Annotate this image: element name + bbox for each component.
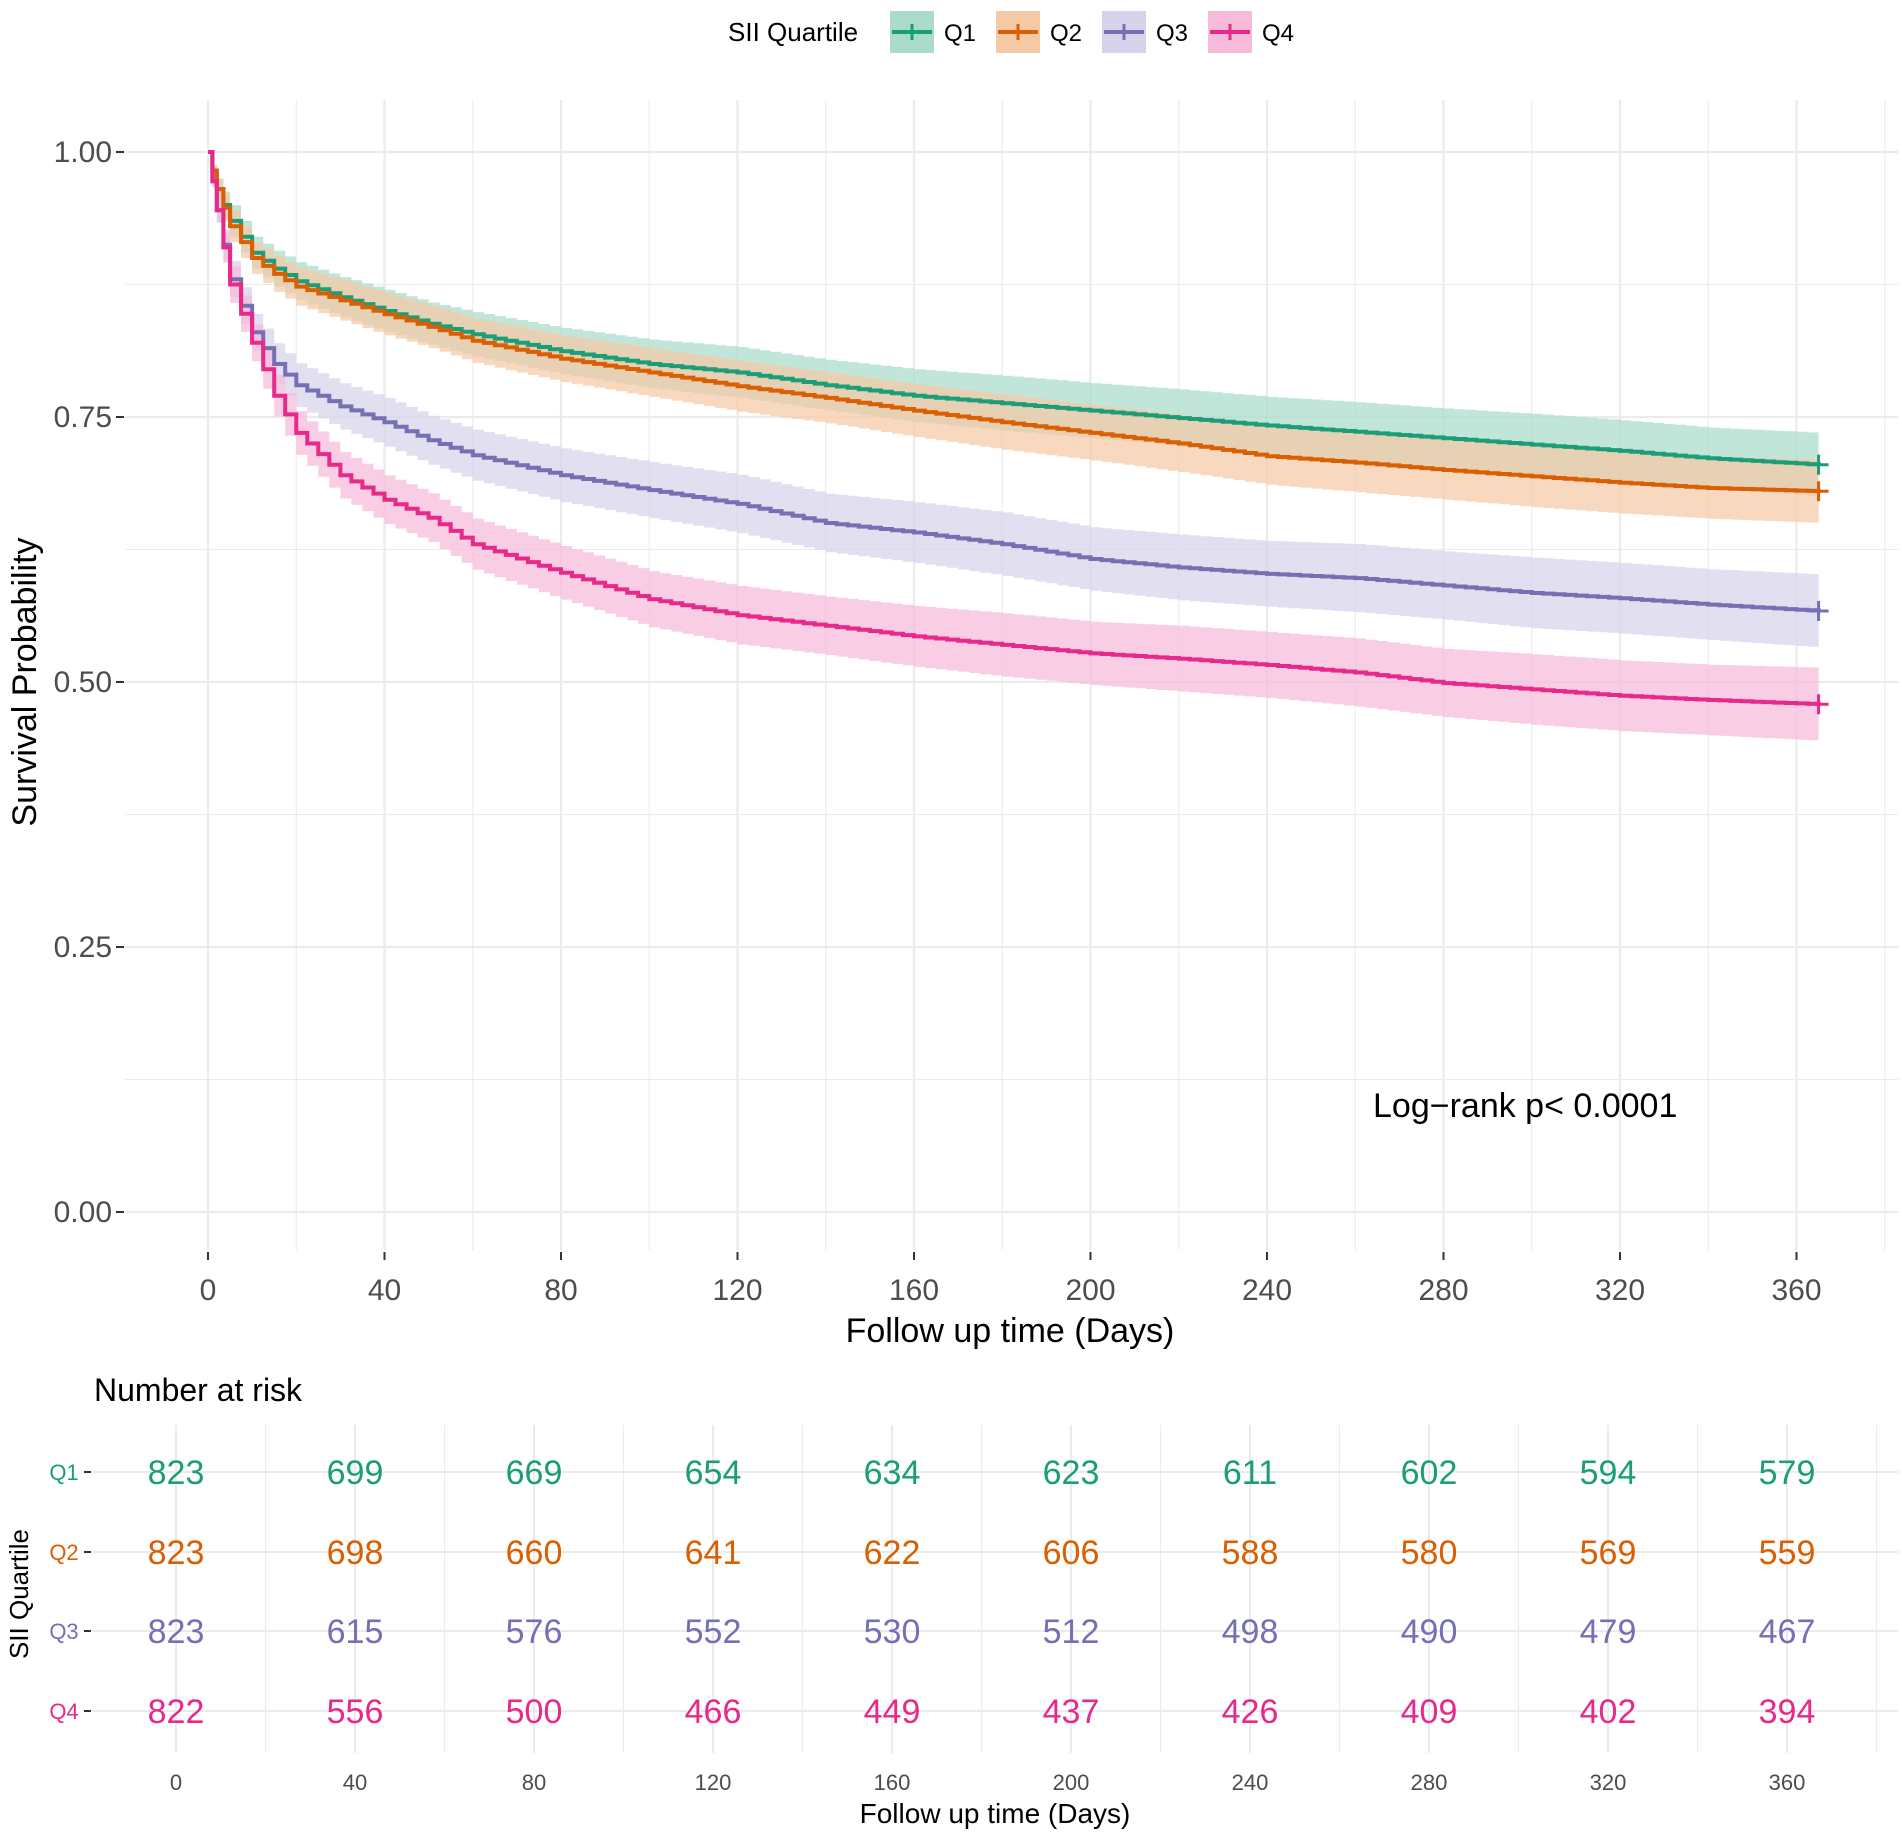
risk-cell: 602 [1401,1454,1458,1492]
risk-table-y-label: SII Quartile [4,1529,34,1659]
risk-cell: 556 [327,1693,384,1731]
legend-title: SII Quartile [728,17,858,47]
survival-curve-q1 [208,150,1821,467]
risk-cell: 615 [327,1613,384,1651]
risk-cell: 606 [1043,1534,1100,1572]
risk-cell: 552 [685,1613,742,1651]
risk-cell: 660 [506,1534,563,1572]
legend-label-q4: Q4 [1262,20,1294,47]
risk-cell: 823 [148,1613,205,1651]
risk-cell: 699 [327,1454,384,1492]
risk-cell: 669 [506,1454,563,1492]
risk-cell: 634 [864,1454,921,1492]
risk-table-grid [92,1425,1898,1753]
risk-cell: 654 [685,1454,742,1492]
x-tick-label: 320 [1595,1274,1645,1307]
risk-x-tick-label: 240 [1232,1770,1269,1795]
risk-table-title: Number at risk [94,1372,303,1408]
risk-cell: 623 [1043,1454,1100,1492]
risk-cell: 498 [1222,1613,1279,1651]
risk-x-tick-label: 200 [1053,1770,1090,1795]
risk-cell: 530 [864,1613,921,1651]
risk-cell: 569 [1580,1534,1637,1572]
risk-row-label-q3: Q3 [49,1619,78,1644]
risk-x-tick-label: 0 [170,1770,182,1795]
risk-cell: 559 [1759,1534,1816,1572]
risk-cell: 698 [327,1534,384,1572]
risk-cell: 449 [864,1693,921,1731]
survival-curve-q3 [208,150,1821,613]
risk-cell: 641 [685,1534,742,1572]
x-tick-label: 240 [1242,1274,1292,1307]
y-tick-label: 0.50 [54,666,112,699]
risk-cell: 512 [1043,1613,1100,1651]
x-tick-label: 280 [1418,1274,1468,1307]
confidence-band-q4 [208,152,1819,741]
y-tick-label: 0.25 [54,931,112,964]
risk-x-tick-label: 280 [1411,1770,1448,1795]
risk-cell: 409 [1401,1693,1458,1731]
risk-cell: 466 [685,1693,742,1731]
risk-cell: 588 [1222,1534,1279,1572]
risk-cell: 479 [1580,1613,1637,1651]
risk-table: Number at risk 823 699 669 654 634 623 611 602 5… [4,1372,1898,1829]
risk-cell: 622 [864,1534,921,1572]
risk-x-tick-label: 80 [522,1770,546,1795]
y-tick-label: 1.00 [54,136,112,169]
risk-cell: 580 [1401,1534,1458,1572]
risk-cell: 594 [1580,1454,1637,1492]
risk-x-tick-label: 40 [343,1770,367,1795]
x-tick-label: 120 [712,1274,762,1307]
legend-label-q3: Q3 [1156,20,1188,47]
risk-x-tick-label: 320 [1590,1770,1627,1795]
legend-label-q2: Q2 [1050,20,1082,47]
risk-table-row-labels: Q1 Q2 Q3 Q4 [49,1460,91,1724]
risk-cell: 426 [1222,1693,1279,1731]
survival-plot: 0.00 0.25 0.50 0.75 1.00 0 40 80 120 160 200 240 28… [6,100,1898,1350]
x-tick-label: 80 [544,1274,577,1307]
confidence-band-q3 [208,152,1819,648]
legend-label-q1: Q1 [944,20,976,47]
risk-cell: 576 [506,1613,563,1651]
risk-cell: 823 [148,1454,205,1492]
risk-x-tick-label: 120 [695,1770,732,1795]
x-tick-label: 40 [368,1274,401,1307]
y-tick-label: 0.00 [54,1196,112,1229]
survival-curves [208,150,1829,715]
risk-cell: 579 [1759,1454,1816,1492]
y-axis: 0.00 0.25 0.50 0.75 1.00 [54,136,124,1229]
risk-cell: 822 [148,1693,205,1731]
x-tick-label: 360 [1771,1274,1821,1307]
risk-cell: 611 [1223,1454,1277,1492]
risk-row-label-q4: Q4 [49,1699,78,1724]
x-tick-label: 0 [200,1274,217,1307]
x-axis-label: Follow up time (Days) [846,1312,1175,1350]
survival-curve-q2 [208,150,1821,493]
risk-cell: 394 [1759,1693,1816,1731]
survival-curve-q4 [208,150,1821,706]
x-tick-label: 200 [1065,1274,1115,1307]
risk-cell: 467 [1759,1613,1816,1651]
risk-row-label-q2: Q2 [49,1540,78,1565]
risk-cell: 437 [1043,1693,1100,1731]
risk-table-x-label: Follow up time (Days) [860,1798,1131,1829]
risk-cell: 490 [1401,1613,1458,1651]
y-tick-label: 0.75 [54,401,112,434]
y-axis-label: Survival Probability [6,537,44,826]
x-tick-label: 160 [889,1274,939,1307]
log-rank-annotation: Log−rank p< 0.0001 [1373,1087,1677,1125]
risk-cell: 500 [506,1693,563,1731]
risk-row-label-q1: Q1 [49,1460,78,1485]
risk-table-cells: 823 699 669 654 634 623 611 602 594 579 823 698 660 6… [148,1454,1816,1731]
risk-x-tick-label: 160 [874,1770,911,1795]
risk-cell: 823 [148,1534,205,1572]
x-axis: 0 40 80 120 160 200 240 280 320 360 [200,1252,1822,1307]
risk-table-x-axis: 0 40 80 120 160 200 240 280 320 360 [170,1770,1805,1795]
legend: SII Quartile Q1 Q2 Q3 Q4 [728,11,1294,53]
confidence-band-q1 [208,152,1819,497]
risk-cell: 402 [1580,1693,1637,1731]
risk-x-tick-label: 360 [1769,1770,1806,1795]
